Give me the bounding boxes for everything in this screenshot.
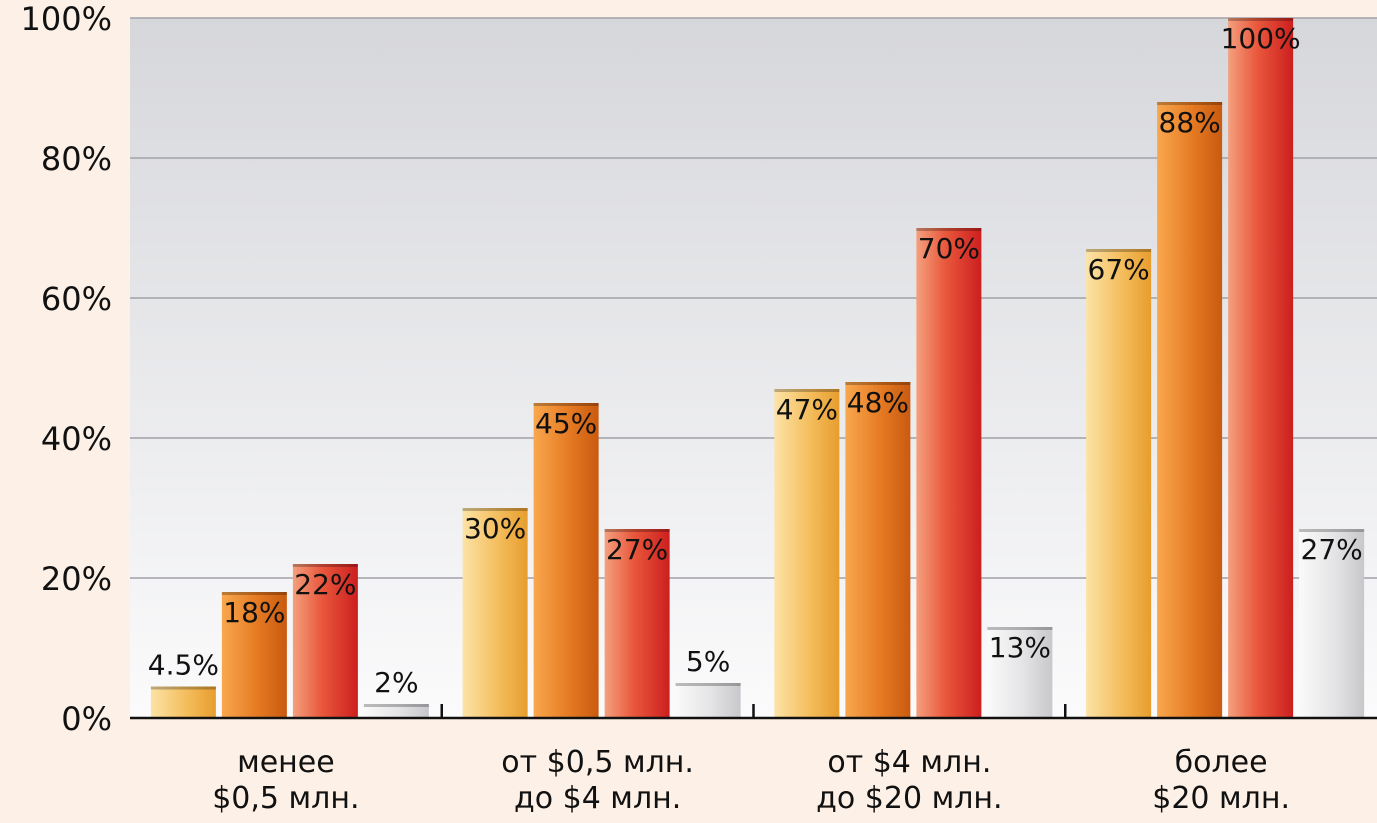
x-tick-label: от $0,5 млн. — [501, 745, 694, 780]
bar — [221, 592, 287, 718]
bar-top-edge — [1299, 529, 1365, 532]
x-tick-label: менее — [237, 745, 335, 780]
bar-top-edge — [462, 508, 528, 511]
data-label: 27% — [606, 533, 668, 566]
bar — [1299, 529, 1365, 718]
bar-top-edge — [916, 228, 982, 231]
bar-top-edge — [987, 627, 1053, 630]
y-axis: 0% 20% 40% 60% 80% 100% — [21, 0, 112, 738]
data-labels: 4.5%18% 22% 2% 30% 45% 27% 5% 47% 48% 70% 13% 67% 88… — [148, 22, 1363, 699]
data-label: 27% — [1301, 533, 1363, 566]
y-tick-label: 0% — [61, 700, 112, 738]
x-tick-label: до $4 млн. — [514, 781, 681, 816]
bar — [150, 686, 216, 718]
bar — [462, 508, 528, 718]
data-label: 30% — [464, 512, 526, 545]
x-tick-label: $20 млн. — [1152, 781, 1290, 816]
bar — [1228, 18, 1294, 718]
bar-top-edge — [221, 592, 287, 595]
bar-top-edge — [150, 686, 216, 690]
data-label: 70% — [918, 232, 980, 265]
bar — [987, 627, 1053, 718]
bar-top-edge — [363, 704, 429, 707]
data-label: 18% — [223, 596, 285, 629]
bar-top-edge — [533, 403, 599, 406]
data-label: 13% — [989, 631, 1051, 664]
bar — [1157, 102, 1223, 718]
y-tick-label: 100% — [21, 0, 112, 38]
y-tick-label: 40% — [41, 420, 112, 458]
bar-top-edge — [845, 382, 911, 385]
data-label: 100% — [1221, 22, 1301, 55]
bar-top-edge — [1086, 249, 1152, 252]
bar — [604, 529, 670, 718]
data-label: 67% — [1088, 253, 1150, 286]
data-label: 47% — [776, 393, 838, 426]
y-tick-label: 60% — [41, 280, 112, 318]
data-label: 4.5% — [148, 649, 219, 682]
x-tick-label: более — [1175, 745, 1268, 780]
y-tick-label: 20% — [41, 560, 112, 598]
data-label: 88% — [1159, 106, 1221, 139]
bar-top-edge — [1157, 102, 1223, 105]
bar — [1086, 249, 1152, 718]
data-label: 2% — [374, 666, 418, 699]
x-axis: менее$0,5 млн. от $0,5 млн.до $4 млн. от $… — [130, 704, 1377, 816]
x-tick-label: $0,5 млн. — [212, 781, 359, 816]
data-label: 5% — [686, 645, 730, 678]
bar-top-edge — [1228, 18, 1294, 21]
bar-top-edge — [675, 683, 741, 686]
x-tick-label: до $20 млн. — [816, 781, 1002, 816]
bar — [292, 564, 358, 718]
x-tick-label: от $4 млн. — [827, 745, 991, 780]
bar-top-edge — [604, 529, 670, 532]
bar — [675, 683, 741, 718]
data-label: 45% — [535, 407, 597, 440]
data-label: 22% — [294, 568, 356, 601]
bar — [363, 704, 429, 718]
bars — [150, 18, 1365, 718]
data-label: 48% — [847, 386, 909, 419]
bar — [533, 403, 599, 718]
bar — [774, 389, 840, 718]
bar — [845, 382, 911, 718]
bar — [916, 228, 982, 718]
bar-top-edge — [292, 564, 358, 567]
y-tick-label: 80% — [41, 140, 112, 178]
bar-top-edge — [774, 389, 840, 392]
